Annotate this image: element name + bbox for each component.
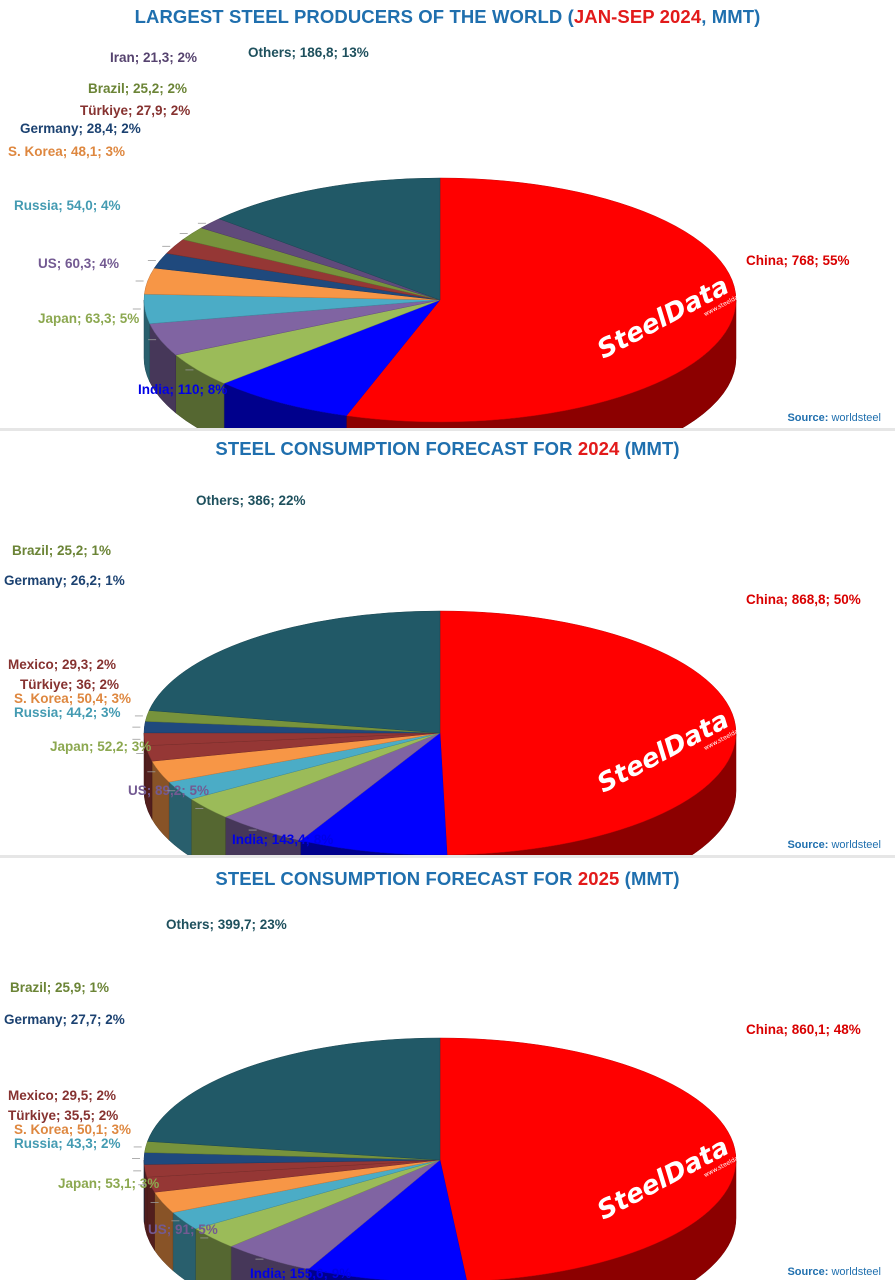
- data-label-t-rkiye: Türkiye; 35,5; 2%: [8, 1108, 118, 1123]
- title-text: STEEL CONSUMPTION FORECAST FOR: [215, 438, 578, 459]
- pie-side-walls: [143, 299, 737, 428]
- title-text-end: (MMT): [619, 868, 680, 889]
- data-label-china: China; 860,1; 48%: [746, 1022, 861, 1037]
- title-highlight: 2025: [577, 868, 620, 889]
- data-label-t-rkiye: Türkiye; 27,9; 2%: [80, 103, 190, 118]
- chart-title: LARGEST STEEL PRODUCERS OF THE WORLD (JA…: [0, 6, 895, 28]
- title-highlight: JAN-SEP 2024: [573, 6, 702, 27]
- data-label-india: India; 155,6; 9%: [250, 1266, 351, 1280]
- data-label-germany: Germany; 28,4; 2%: [20, 121, 141, 136]
- pie-slice-india: [299, 732, 448, 855]
- title-text-end: (MMT): [619, 438, 680, 459]
- data-label-mexico: Mexico; 29,5; 2%: [8, 1088, 116, 1103]
- chart-panel-producers: China; 768; 55% India; 110; 8% Japan; 63,3…: [0, 0, 895, 428]
- data-label-mexico: Mexico; 29,3; 2%: [8, 657, 116, 672]
- data-label-others: Others; 399,7; 23%: [166, 917, 287, 932]
- data-label-india: India; 143,4; 8%: [232, 832, 333, 847]
- pie-labels: China; 860,1; 48% India; 155,6; 9% US; 91;…: [4, 917, 861, 1280]
- data-label-others: Others; 186,8; 13%: [248, 45, 369, 60]
- pie-top-faces: [143, 1037, 737, 1280]
- data-label-russia: Russia; 54,0; 4%: [14, 198, 121, 213]
- data-label-china: China; 768; 55%: [746, 253, 850, 268]
- data-label-brazil: Brazil; 25,2; 2%: [88, 81, 187, 96]
- data-label-t-rkiye: Türkiye; 36; 2%: [20, 677, 119, 692]
- data-label-us: US; 91; 5%: [148, 1222, 218, 1237]
- chart-panel-consumption-2024: China; 868,8; 50% India; 143,4; 8% US; 89,…: [0, 431, 895, 855]
- pie-labels: China; 868,8; 50%India; 143,4; 8%US; 89,…: [4, 493, 861, 847]
- data-label-japan: Japan; 53,1; 3%: [58, 1176, 159, 1191]
- data-label-india: India; 110; 8%: [138, 382, 227, 397]
- source-value: worldsteel: [831, 839, 881, 851]
- data-label-russia: Russia; 44,2; 3%: [14, 705, 121, 720]
- pie-slice-china: [345, 177, 737, 423]
- source-note: Source: worldsteel: [787, 412, 881, 424]
- pie-chart-producers: China; 768; 55% India; 110; 8% Japan; 63,3…: [8, 45, 850, 428]
- source-note: Source: worldsteel: [787, 839, 881, 851]
- pie-slice-india: [223, 299, 441, 417]
- pie-top-faces: [143, 610, 737, 855]
- panel-divider: [0, 428, 895, 431]
- data-label-china: China; 868,8; 50%: [746, 592, 861, 607]
- data-label-japan: Japan; 63,3; 5%: [38, 311, 139, 326]
- source-key: Source:: [787, 412, 829, 424]
- chart-panel-consumption-2025: China; 860,1; 48% India; 155,6; 9% US; 91;…: [0, 858, 895, 1280]
- source-note: Source: worldsteel: [787, 1266, 881, 1278]
- data-label-brazil: Brazil; 25,2; 1%: [12, 543, 111, 558]
- source-key: Source:: [787, 1266, 829, 1278]
- pie-slice-others: [148, 610, 441, 734]
- data-label-others: Others; 386; 22%: [196, 493, 306, 508]
- title-text-end: , MMT): [701, 6, 761, 27]
- data-label-s-korea: S. Korea; 50,4; 3%: [14, 691, 131, 706]
- data-label-russia: Russia; 43,3; 2%: [14, 1136, 121, 1151]
- data-label-brazil: Brazil; 25,9; 1%: [10, 980, 109, 995]
- title-text: LARGEST STEEL PRODUCERS OF THE WORLD (: [134, 6, 574, 27]
- source-key: Source:: [787, 839, 829, 851]
- data-label-s-korea: S. Korea; 48,1; 3%: [8, 144, 125, 159]
- title-text: STEEL CONSUMPTION FORECAST FOR: [215, 868, 578, 889]
- data-label-s-korea: S. Korea; 50,1; 3%: [14, 1122, 131, 1137]
- source-value: worldsteel: [831, 412, 881, 424]
- title-highlight: 2024: [577, 438, 620, 459]
- chart-title: STEEL CONSUMPTION FORECAST FOR 2024 (MMT…: [0, 438, 895, 460]
- data-label-us: US; 60,3; 4%: [38, 256, 119, 271]
- pie-side-india: [308, 1268, 391, 1280]
- pie-labels: China; 768; 55% India; 110; 8% Japan; 63,3…: [8, 45, 850, 397]
- pie-slice-others: [147, 1037, 441, 1161]
- data-label-germany: Germany; 26,2; 1%: [4, 573, 125, 588]
- data-label-germany: Germany; 27,7; 2%: [4, 1012, 125, 1027]
- pie-chart-consumption-2025: China; 860,1; 48% India; 155,6; 9% US; 91;…: [4, 917, 861, 1280]
- chart-title: STEEL CONSUMPTION FORECAST FOR 2025 (MMT…: [0, 868, 895, 890]
- panel-divider: [0, 855, 895, 858]
- data-label-iran: Iran; 21,3; 2%: [110, 50, 197, 65]
- data-label-japan: Japan; 52,2; 3%: [50, 739, 151, 754]
- pie-top-faces: [143, 177, 737, 423]
- pie-slice-others: [218, 177, 441, 301]
- source-value: worldsteel: [831, 1266, 881, 1278]
- pie-slice-china: [439, 610, 737, 855]
- pie-slice-china: [439, 1037, 737, 1280]
- pie-chart-consumption-2024: China; 868,8; 50%India; 143,4; 8%US; 89,…: [4, 493, 861, 855]
